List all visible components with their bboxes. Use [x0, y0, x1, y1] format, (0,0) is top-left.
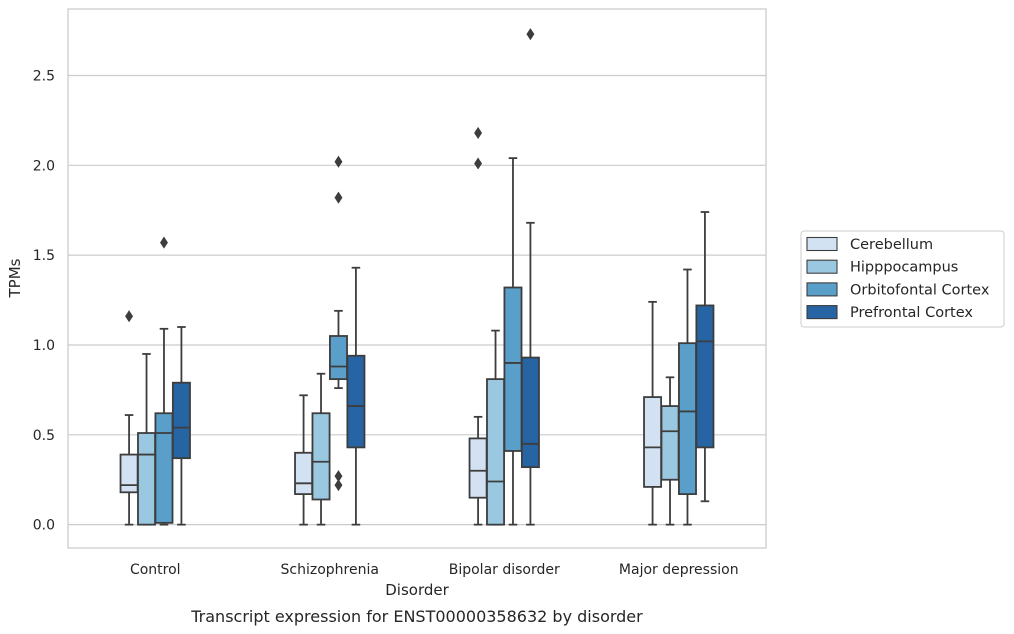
outlier-point	[474, 157, 483, 170]
box-iqr	[119, 453, 139, 494]
box-4-4	[695, 211, 715, 503]
box-2-1	[137, 353, 156, 526]
box-iqr	[520, 356, 540, 469]
box-3-3	[503, 157, 523, 526]
y-axis-ticks: 0.0 0.5 1.0 1.5 2.0 2.5	[33, 68, 55, 533]
box-iqr	[171, 381, 191, 460]
outlier-point	[334, 191, 343, 204]
box-4-1	[171, 326, 191, 526]
x-tick-label: Schizophrenia	[281, 562, 379, 578]
outlier-point	[334, 479, 343, 492]
legend-label: Hipppocampus	[850, 260, 958, 276]
box-iqr	[294, 451, 314, 496]
plot-area-frame	[67, 8, 767, 549]
y-tick-label: 1.5	[33, 248, 55, 264]
legend-item: Hipppocampus	[806, 259, 958, 276]
box-iqr	[154, 412, 174, 524]
box-iqr	[346, 354, 366, 449]
legend-label: Orbitofontal Cortex	[850, 282, 990, 298]
y-tick-label: 2.5	[33, 68, 55, 84]
outlier-point	[125, 310, 134, 323]
box-iqr	[486, 378, 505, 526]
legend-item: Orbitofontal Cortex	[806, 282, 990, 298]
box-iqr	[329, 335, 348, 381]
box-2-3	[486, 329, 505, 526]
box-iqr	[311, 412, 331, 501]
box-1-2	[294, 394, 314, 526]
y-tick-label: 2.0	[33, 158, 55, 174]
legend-swatch	[806, 305, 838, 320]
box-1-4	[643, 300, 663, 526]
y-tick-label: 0.0	[33, 518, 55, 534]
outlier-point	[526, 28, 535, 41]
x-tick-label: Control	[130, 562, 181, 578]
box-iqr	[678, 342, 697, 495]
y-axis-title: TPMs	[6, 258, 24, 298]
box-3-1	[154, 236, 174, 526]
legend-swatch	[806, 236, 838, 252]
y-tick-label: 0.5	[33, 428, 55, 444]
legend-swatch	[806, 259, 838, 274]
boxes	[119, 28, 715, 526]
legend-label: Cerebellum	[850, 237, 933, 253]
box-1-3	[468, 126, 488, 526]
outlier-point	[160, 236, 168, 249]
box-3-2	[329, 155, 348, 492]
box-3-4	[678, 268, 697, 526]
box-iqr	[468, 437, 488, 499]
box-4-3	[520, 28, 540, 526]
outlier-point	[334, 155, 343, 168]
y-tick-label: 1.0	[33, 338, 55, 354]
legend-swatch	[806, 282, 838, 297]
legend-item: Cerebellum	[806, 236, 933, 253]
x-axis-ticks: Control Schizophrenia Bipolar disorder Majo…	[130, 562, 739, 578]
box-iqr	[660, 405, 680, 481]
outlier-point	[474, 126, 483, 140]
box-2-2	[311, 372, 331, 526]
legend-item: Prefrontal Cortex	[806, 305, 973, 321]
legend-label: Prefrontal Cortex	[850, 305, 973, 321]
box-1-1	[119, 310, 139, 526]
box-iqr	[503, 286, 523, 452]
box-iqr	[695, 304, 715, 449]
x-axis-title: Disorder	[385, 581, 449, 599]
legend: Cerebellum Hipppocampus Orbitofontal Corte…	[800, 230, 1005, 328]
box-iqr	[643, 396, 663, 488]
box-4-2	[346, 266, 366, 526]
box-2-4	[660, 376, 680, 526]
box-iqr	[137, 432, 156, 526]
x-tick-label: Major depression	[619, 562, 739, 578]
legend-frame	[800, 230, 1005, 328]
x-tick-label: Bipolar disorder	[449, 562, 560, 578]
chart-caption: Transcript expression for ENST0000035863…	[190, 607, 643, 626]
